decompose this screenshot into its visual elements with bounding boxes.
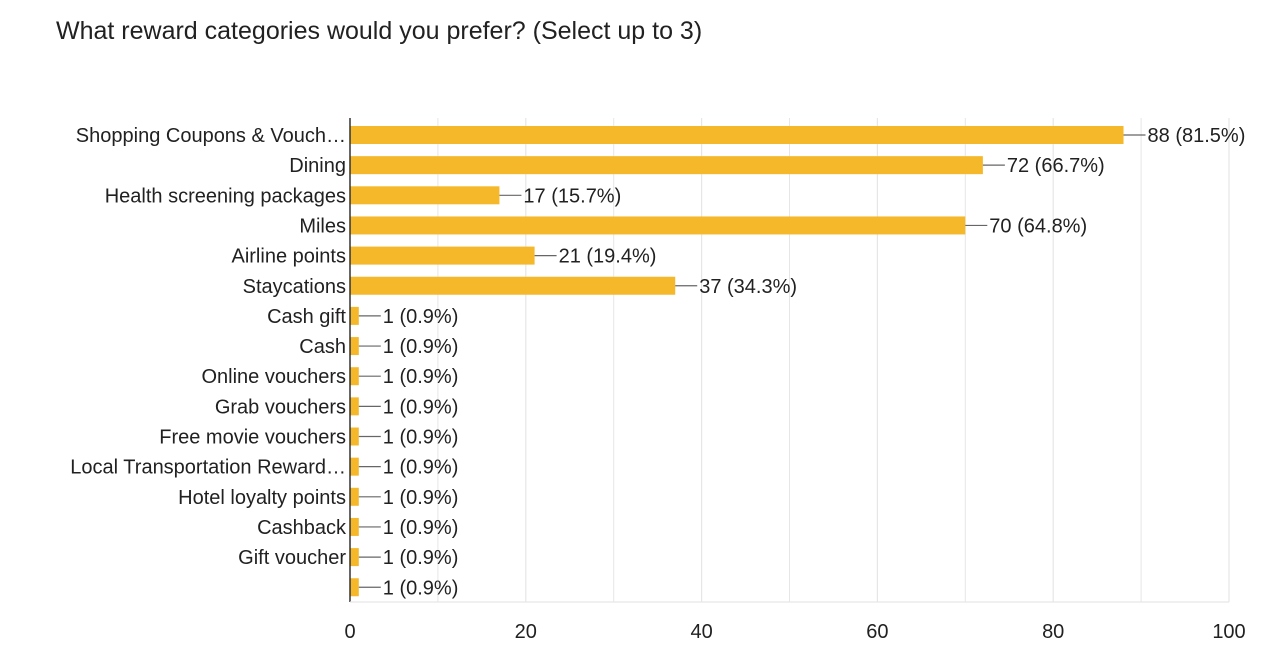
- bar-value-label: 1 (0.9%): [383, 427, 459, 449]
- x-tick-label: 20: [515, 621, 537, 643]
- bar: [350, 246, 535, 265]
- x-tick-label: 0: [344, 621, 355, 643]
- category-label: Hotel loyalty points: [178, 487, 346, 509]
- labels: 88 (81.5%) Shopping Coupons & Vouch… 72 (6…: [70, 125, 1245, 599]
- category-label: Cashback: [257, 517, 347, 539]
- x-tick-label: 80: [1042, 621, 1064, 643]
- bar-value-label: 1 (0.9%): [383, 366, 459, 388]
- bar: [350, 517, 359, 536]
- bar-value-label: 1 (0.9%): [383, 457, 459, 479]
- bar-value-label: 21 (19.4%): [559, 246, 657, 268]
- bar: [350, 216, 966, 235]
- category-label: Gift voucher: [238, 547, 346, 569]
- category-label: Local Transportation Reward…: [70, 457, 346, 479]
- bar: [350, 276, 676, 295]
- bar: [350, 548, 359, 567]
- bar: [350, 457, 359, 476]
- bar-value-label: 1 (0.9%): [383, 547, 459, 569]
- bar-value-label: 1 (0.9%): [383, 396, 459, 418]
- axes: 0 20 40 60 80 100: [344, 118, 1246, 643]
- category-label: Cash: [299, 336, 346, 358]
- bar-value-label: 88 (81.5%): [1148, 125, 1246, 147]
- bar: [350, 578, 359, 597]
- x-tick-label: 40: [690, 621, 712, 643]
- bar: [350, 367, 359, 386]
- bar: [350, 306, 359, 325]
- bar-value-label: 1 (0.9%): [383, 336, 459, 358]
- category-label: Airline points: [231, 246, 346, 268]
- bar-value-label: 37 (34.3%): [699, 276, 797, 298]
- bars: [350, 126, 1124, 597]
- bar: [350, 186, 500, 205]
- x-tick-label: 60: [866, 621, 888, 643]
- category-label: Cash gift: [267, 306, 346, 328]
- category-label: Dining: [289, 155, 346, 177]
- bar: [350, 337, 359, 356]
- bar-value-label: 1 (0.9%): [383, 517, 459, 539]
- category-label: Grab vouchers: [215, 396, 346, 418]
- bar: [350, 156, 983, 175]
- bar-value-label: 1 (0.9%): [383, 487, 459, 509]
- bar-value-label: 1 (0.9%): [383, 577, 459, 599]
- category-label: Online vouchers: [201, 366, 346, 388]
- category-label: Staycations: [243, 276, 346, 298]
- gridlines: [437, 118, 1230, 602]
- category-label: Miles: [299, 215, 346, 237]
- bar-value-label: 1 (0.9%): [383, 306, 459, 328]
- bar: [350, 427, 359, 446]
- bar-value-label: 72 (66.7%): [1007, 155, 1105, 177]
- bar: [350, 487, 359, 506]
- x-tick-label: 100: [1212, 621, 1245, 643]
- chart-title: What reward categories would you prefer?…: [56, 17, 703, 45]
- bar: [350, 397, 359, 416]
- bar: [350, 126, 1124, 144]
- category-label: Health screening packages: [105, 185, 346, 207]
- category-label: Free movie vouchers: [159, 427, 346, 449]
- bar-value-label: 17 (15.7%): [523, 185, 621, 207]
- bar-value-label: 70 (64.8%): [989, 215, 1087, 237]
- category-label: Shopping Coupons & Vouch…: [76, 125, 346, 147]
